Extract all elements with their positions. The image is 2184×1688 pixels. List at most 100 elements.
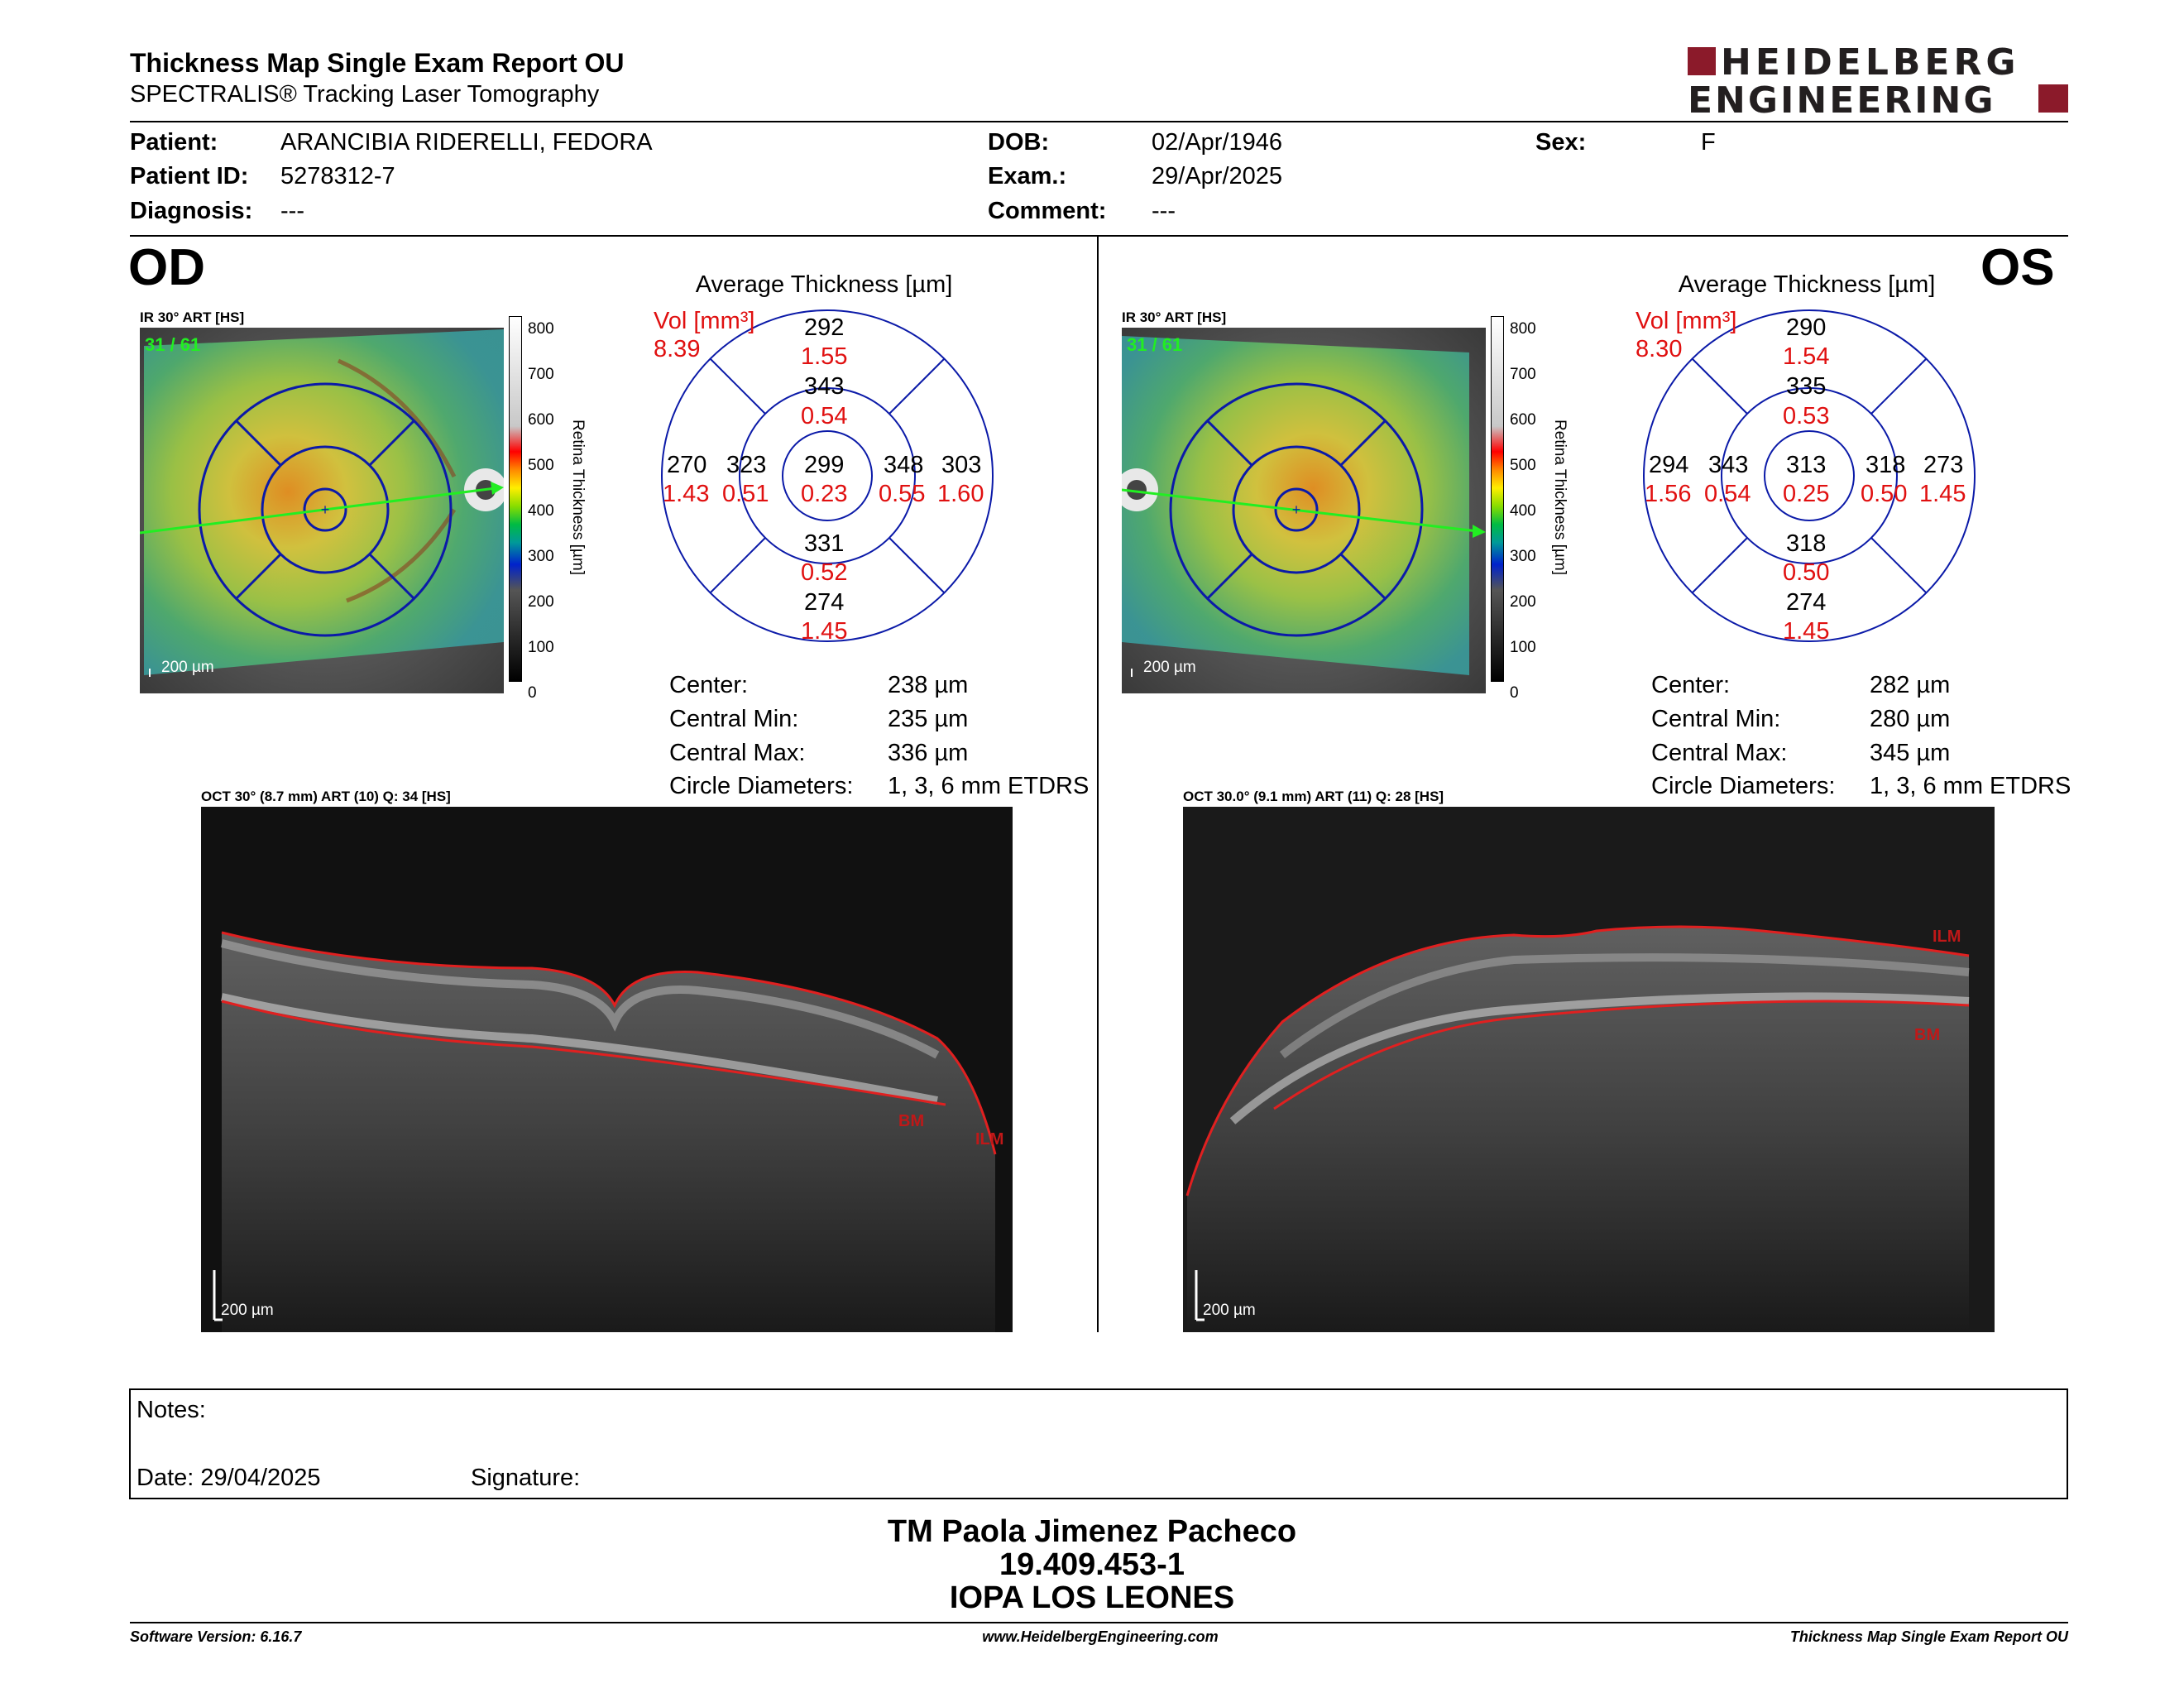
od-tick-800: 800 [528, 320, 554, 338]
od-outer-left-vol: 1.43 [663, 481, 710, 507]
os-tick-100: 100 [1510, 639, 1536, 656]
os-colorbar [1491, 316, 1504, 682]
os-center-vol: 0.25 [1783, 481, 1830, 507]
signer-name: TM Paola Jimenez Pacheco [887, 1514, 1297, 1549]
os-colorbar-ticks: 800 700 600 500 400 300 200 100 0 [1510, 306, 1543, 702]
od-inner-superior: 343 [804, 373, 845, 400]
od-thickness-map: + 31 / 61 200 µm [140, 328, 504, 693]
dob-value: 02/Apr/1946 [1152, 129, 1283, 156]
notes-label: Notes: [136, 1397, 206, 1423]
os-outer-left: 294 [1649, 452, 1689, 478]
od-min-value: 235 µm [888, 706, 969, 732]
os-outer-inferior: 274 [1786, 589, 1827, 616]
footer-report-name: Thickness Map Single Exam Report OU [1789, 1628, 2068, 1645]
od-center-value: 238 µm [888, 672, 969, 698]
signer-org: IOPA LOS LEONES [949, 1580, 1235, 1615]
patient-id-label: Patient ID: [130, 163, 249, 189]
sex-value: F [1701, 129, 1716, 156]
exam-value: 29/Apr/2025 [1152, 163, 1283, 189]
os-map-scale: 200 µm [1143, 659, 1196, 676]
od-outer-inferior-vol: 1.45 [801, 618, 848, 645]
od-tick-600: 600 [528, 411, 554, 429]
od-center: 299 [804, 452, 845, 478]
os-inner-inferior: 318 [1786, 530, 1827, 557]
od-frame-label: 31 / 61 [145, 334, 200, 355]
os-inner-left-vol: 0.54 [1704, 481, 1751, 507]
patient-name: ARANCIBIA RIDERELLI, FEDORA [280, 129, 653, 156]
os-eye-label: OS [1980, 239, 2055, 296]
od-inner-inferior-vol: 0.52 [801, 559, 848, 586]
os-avg-title: Average Thickness [µm] [1678, 271, 1936, 298]
od-outer-inferior: 274 [804, 589, 845, 616]
od-oct-caption: OCT 30° (8.7 mm) ART (10) Q: 34 [HS] [201, 789, 451, 804]
od-outer-left: 270 [667, 452, 707, 478]
od-ir-caption: IR 30° ART [HS] [140, 309, 245, 325]
notes-signature: Signature: [471, 1465, 581, 1491]
os-inner-right-vol: 0.50 [1861, 481, 1908, 507]
footer-url[interactable]: www.HeidelbergEngineering.com [982, 1628, 1219, 1645]
os-tick-500: 500 [1510, 457, 1536, 474]
os-max-label: Central Max: [1651, 740, 1788, 766]
os-outer-superior: 290 [1786, 314, 1827, 341]
software-version: Software Version: 6.16.7 [130, 1628, 302, 1645]
notes-date: Date: 29/04/2025 [136, 1465, 321, 1491]
os-etdrs-grid [1643, 309, 1976, 642]
diagnosis-label: Diagnosis: [130, 198, 253, 224]
od-outer-right-vol: 1.60 [937, 481, 984, 507]
os-outer-left-vol: 1.56 [1645, 481, 1692, 507]
os-center: 313 [1786, 452, 1827, 478]
os-tick-400: 400 [1510, 502, 1536, 520]
comment-label: Comment: [988, 198, 1107, 224]
svg-text:+: + [1292, 501, 1301, 518]
od-max-label: Central Max: [669, 740, 806, 766]
od-outer-superior: 292 [804, 314, 845, 341]
os-ir-caption: IR 30° ART [HS] [1122, 309, 1227, 325]
os-min-value: 280 µm [1870, 706, 1951, 732]
os-max-value: 345 µm [1870, 740, 1951, 766]
os-bm-label: BM [1914, 1026, 1940, 1044]
notes-box[interactable] [129, 1388, 2068, 1499]
od-inner-right-vol: 0.55 [879, 481, 926, 507]
os-vol-label: Vol [mm³] [1636, 308, 1737, 334]
os-outer-inferior-vol: 1.45 [1783, 618, 1830, 645]
od-inner-left: 323 [726, 452, 767, 478]
od-eye-label: OD [128, 239, 205, 296]
od-vol-value: 8.39 [654, 336, 701, 362]
heidelberg-logo: HEIDELBERG ENGINEERING [1688, 41, 2068, 122]
os-circ-label: Circle Diameters: [1651, 773, 1836, 799]
od-ilm-label: ILM [975, 1130, 1003, 1149]
od-tick-100: 100 [528, 639, 554, 656]
center-divider [1097, 237, 1099, 1332]
od-tick-700: 700 [528, 366, 554, 383]
logo-square-top [1688, 47, 1716, 75]
os-oct-caption: OCT 30.0° (9.1 mm) ART (11) Q: 28 [HS] [1183, 789, 1444, 804]
od-vol-label: Vol [mm³] [654, 308, 755, 334]
od-inner-left-vol: 0.51 [722, 481, 769, 507]
os-ilm-label: ILM [1933, 928, 1961, 946]
logo-text-top: HEIDELBERG [1721, 41, 2020, 84]
od-avg-title: Average Thickness [µm] [695, 271, 953, 298]
exam-label: Exam.: [988, 163, 1067, 189]
os-inner-superior-vol: 0.53 [1783, 403, 1830, 429]
os-inner-inferior-vol: 0.50 [1783, 559, 1830, 586]
od-colorbar-title: Retina Thickness [µm] [569, 420, 587, 575]
os-outer-right-vol: 1.45 [1919, 481, 1966, 507]
header-rule [130, 121, 2068, 122]
od-center-vol: 0.23 [801, 481, 848, 507]
os-center-label: Center: [1651, 672, 1731, 698]
patient-id: 5278312-7 [280, 163, 395, 189]
os-tick-600: 600 [1510, 411, 1536, 429]
svg-text:+: + [321, 501, 330, 518]
od-circ-label: Circle Diameters: [669, 773, 854, 799]
os-inner-right: 318 [1866, 452, 1906, 478]
os-tick-0: 0 [1510, 684, 1519, 702]
od-circ-value: 1, 3, 6 mm ETDRS [888, 773, 1090, 799]
os-outer-right: 273 [1923, 452, 1964, 478]
patient-label: Patient: [130, 129, 218, 156]
os-thickness-map: + 31 / 61 200 µm [1122, 328, 1486, 693]
dob-label: DOB: [988, 129, 1050, 156]
od-inner-right: 348 [884, 452, 924, 478]
od-tick-400: 400 [528, 502, 554, 520]
os-colorbar-title: Retina Thickness [µm] [1551, 420, 1569, 575]
report-title: Thickness Map Single Exam Report OU [130, 48, 625, 78]
